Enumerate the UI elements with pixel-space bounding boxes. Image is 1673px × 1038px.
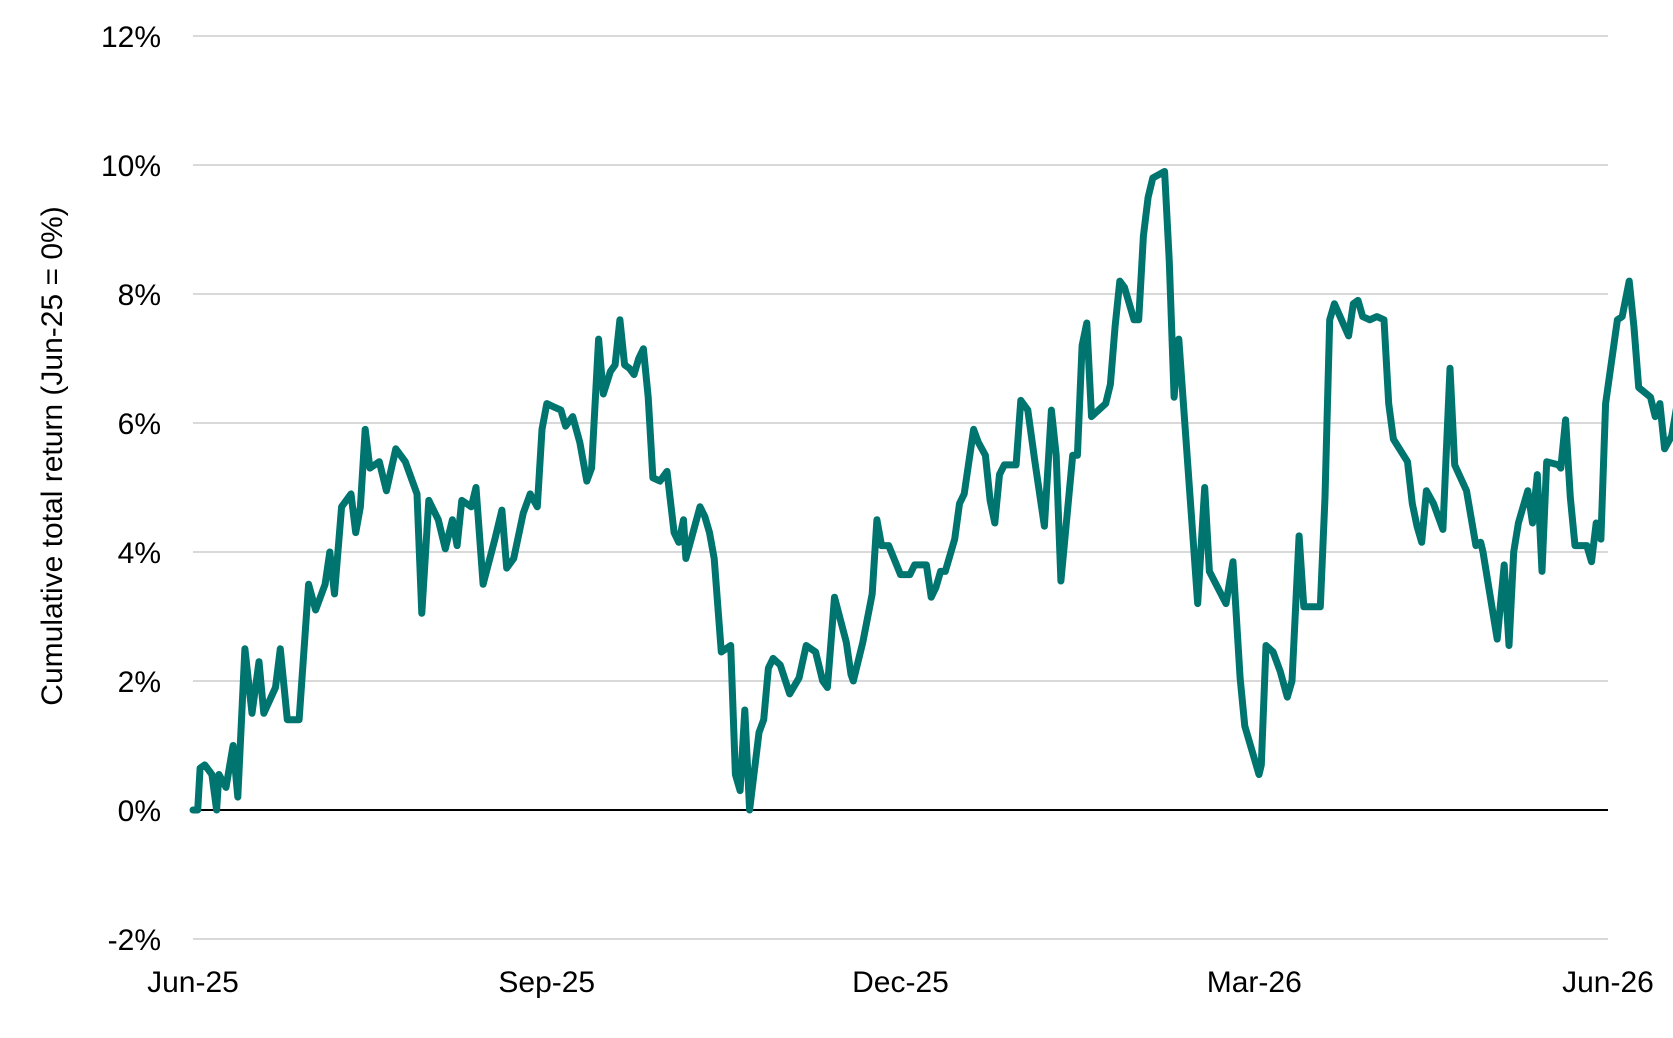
x-tick-label: Dec-25 [852,966,949,999]
y-tick-label: 12% [101,21,161,54]
y-tick-label: 10% [101,150,161,183]
y-tick-label: 0% [118,795,161,828]
y-tick-label: 4% [118,537,161,570]
gridlines [193,35,1608,940]
x-tick-label: Mar-26 [1207,966,1302,999]
y-axis-title: Cumulative total return (Jun-25 = 0%) [36,206,69,705]
x-tick-label: Jun-26 [1562,966,1654,999]
x-tick-label: Jun-25 [147,966,239,999]
series-line [189,168,1673,814]
y-tick-label: 6% [118,408,161,441]
y-axis-ticks: -2% 0% 2% 4% 6% 8% 10% 12% [101,21,161,957]
y-tick-label: 8% [118,279,161,312]
x-tick-label: Sep-25 [498,966,595,999]
series-group [189,168,1673,814]
y-tick-label: 2% [118,666,161,699]
y-tick-label: -2% [108,924,161,957]
x-axis-ticks: Jun-25 Sep-25 Dec-25 Mar-26 Jun-26 [147,966,1654,999]
